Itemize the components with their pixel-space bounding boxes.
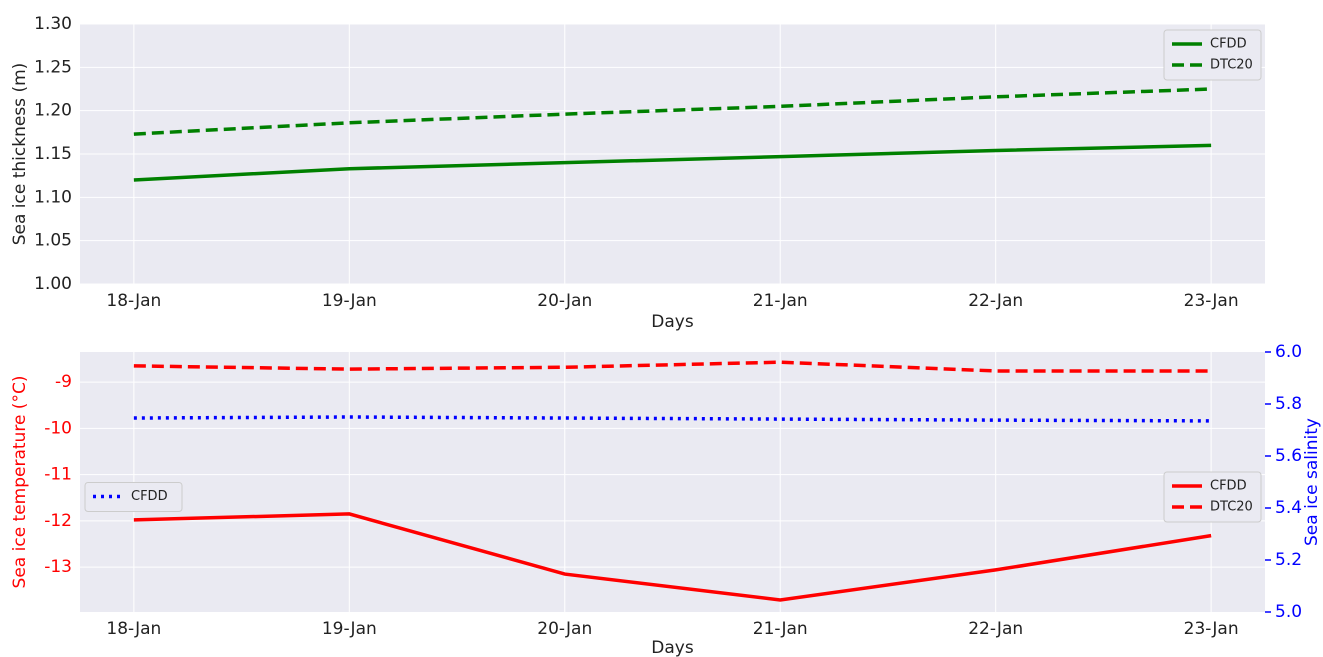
legend-label: CFDD (131, 489, 168, 504)
y-axis-label: Sea ice temperature (°C) (10, 376, 30, 589)
x-tick-label: 20-Jan (537, 619, 592, 639)
legend-label: DTC20 (1210, 500, 1253, 515)
y2-tick-label: 5.0 (1275, 602, 1302, 622)
x-tick-label: 18-Jan (106, 619, 161, 639)
x-tick-label: 23-Jan (1184, 291, 1239, 311)
subplot: 18-Jan 19-Jan 20-Jan 21-Jan 22-Jan 23-Jan 1.00… (10, 14, 1265, 332)
legend-box (84, 482, 183, 512)
x-tick-label: 20-Jan (537, 291, 592, 311)
data-line (133, 143, 1212, 182)
plot-area (80, 352, 1265, 612)
y-tick-label: 1.25 (34, 57, 72, 77)
y-tick-label: 1.05 (34, 231, 72, 251)
subplot: 18-Jan 19-Jan 20-Jan 21-Jan 22-Jan 23-Jan -13 -… (10, 342, 1322, 657)
y-tick-label: 1.30 (34, 14, 72, 34)
legend: CFDD DTC20 (1163, 471, 1262, 523)
x-tick-label: 19-Jan (322, 291, 377, 311)
y-tick-label: -12 (44, 511, 72, 531)
legend: CFDD DTC20 (1163, 29, 1262, 81)
data-line (133, 512, 1212, 602)
legend-label: CFDD (1210, 479, 1247, 494)
y-tick-label: 1.10 (34, 187, 72, 207)
y-tick-label: -11 (44, 465, 72, 485)
y2-tick-label: 5.2 (1275, 550, 1302, 570)
x-axis-label: Days (651, 638, 694, 657)
y-axis-label: Sea ice thickness (m) (10, 63, 30, 246)
y2-tick-label: 5.6 (1275, 446, 1302, 466)
y-tick-label: -9 (55, 372, 72, 392)
y-tick-label: 1.15 (34, 144, 72, 164)
legend-label: DTC20 (1210, 58, 1253, 73)
legend: CFDD (84, 482, 183, 512)
data-line (133, 415, 1212, 423)
y-tick-label: -13 (44, 557, 72, 577)
x-tick-label: 22-Jan (968, 291, 1023, 311)
x-tick-label: 23-Jan (1184, 619, 1239, 639)
x-tick-label: 22-Jan (968, 619, 1023, 639)
y-tick-label: 1.20 (34, 101, 72, 121)
y-tick-label: -10 (44, 418, 72, 438)
x-tick-label: 18-Jan (106, 291, 161, 311)
y2-axis-label: Sea ice salinity (1302, 418, 1322, 546)
legend-label: CFDD (1210, 37, 1247, 52)
y-tick-label: 1.00 (34, 274, 72, 294)
x-tick-label: 21-Jan (753, 619, 808, 639)
x-axis-label: Days (651, 312, 694, 332)
x-tick-label: 19-Jan (322, 619, 377, 639)
y2-tick-label: 5.8 (1275, 394, 1302, 414)
y2-tick-label: 6.0 (1275, 342, 1302, 362)
x-tick-label: 21-Jan (753, 291, 808, 311)
y2-tick-label: 5.4 (1275, 498, 1302, 518)
